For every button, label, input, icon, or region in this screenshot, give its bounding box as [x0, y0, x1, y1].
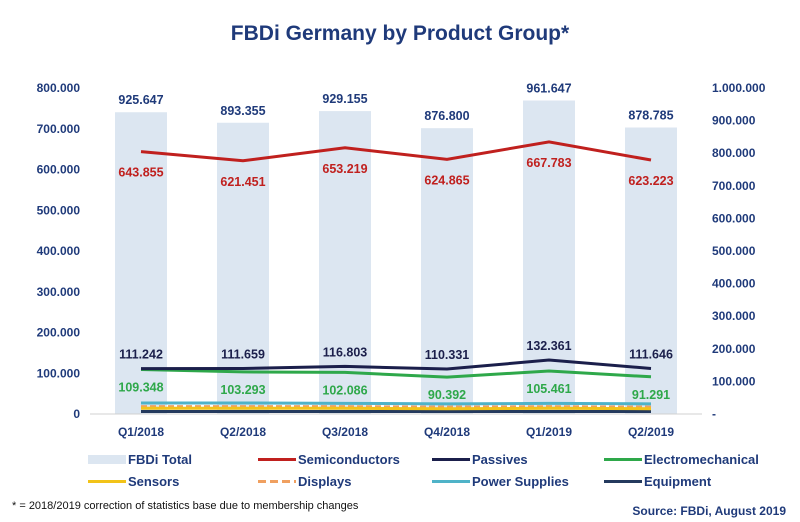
legend-label: Displays	[298, 474, 352, 489]
legend-item: Electromechanical	[604, 452, 759, 467]
bar-fbdi-total	[217, 122, 269, 415]
legend-swatch	[432, 480, 470, 483]
data-label-passives: 111.646	[629, 348, 673, 362]
data-label-fbdi-total: 925.647	[118, 93, 163, 107]
data-label-fbdi-total: 876.800	[424, 109, 469, 123]
legend-swatch	[258, 458, 296, 461]
legend-label: FBDi Total	[128, 452, 193, 467]
data-label-fbdi-total: 878.785	[628, 109, 673, 123]
line-power-supplies	[141, 401, 652, 406]
data-label-electromechanical: 105.461	[526, 382, 571, 396]
legend-swatch	[604, 458, 642, 461]
legend-item: Sensors	[88, 474, 179, 489]
line-semiconductors	[140, 140, 652, 163]
x-axis-tick-label: Q3/2018	[322, 425, 368, 439]
right-axis-tick-label: 700.000	[712, 179, 756, 193]
right-axis-tick-label: 400.000	[712, 277, 756, 291]
right-axis-tick-label: 200.000	[712, 342, 756, 356]
left-axis-tick-label: 600.000	[37, 163, 81, 177]
data-label-semiconductors: 653.219	[322, 162, 367, 176]
legend-item: Semiconductors	[258, 452, 400, 467]
legend-label: Equipment	[644, 474, 712, 489]
data-label-electromechanical: 103.293	[220, 383, 265, 397]
footnote: * = 2018/2019 correction of statistics b…	[12, 500, 359, 512]
legend-item: Power Supplies	[432, 474, 569, 489]
line-electromechanical	[140, 367, 652, 379]
data-label-electromechanical: 91.291	[632, 388, 670, 402]
data-label-semiconductors: 621.451	[220, 175, 265, 189]
bar-fbdi-total	[115, 112, 167, 414]
data-label-electromechanical: 102.086	[322, 383, 367, 397]
left-axis-tick-label: 200.000	[37, 326, 81, 340]
right-axis-tick-label: 500.000	[712, 244, 756, 258]
right-axis-tick-label: 1.000.000	[712, 81, 766, 95]
data-label-electromechanical: 90.392	[428, 388, 466, 402]
legend-item: Equipment	[604, 474, 711, 489]
legend-item: Passives	[432, 452, 528, 467]
right-axis-tick-label: 600.000	[712, 211, 756, 225]
data-label-passives: 111.242	[119, 348, 163, 362]
data-label-semiconductors: 624.865	[424, 173, 469, 187]
data-label-passives: 110.331	[425, 348, 470, 362]
bar-fbdi-total	[523, 100, 575, 414]
left-axis-tick-label: 500.000	[37, 203, 81, 217]
left-axis-tick-label: 800.000	[37, 81, 81, 95]
left-axis-tick-label: 100.000	[37, 366, 81, 380]
source-note: Source: FBDi, August 2019	[632, 504, 786, 518]
legend-swatch	[604, 480, 642, 483]
data-label-passives: 116.803	[323, 345, 368, 359]
data-label-semiconductors: 667.783	[526, 156, 571, 170]
right-axis-tick-label: 300.000	[712, 309, 756, 323]
right-axis-tick-label: 800.000	[712, 146, 756, 160]
line-passives	[140, 358, 652, 371]
right-axis-tick-label: 100.000	[712, 374, 756, 388]
data-label-semiconductors: 623.223	[628, 174, 673, 188]
legend-swatch	[88, 480, 126, 483]
data-label-passives: 111.659	[221, 347, 265, 361]
chart-title: FBDi Germany by Product Group*	[230, 22, 570, 45]
x-axis-tick-label: Q2/2018	[220, 425, 266, 439]
left-axis-tick-label: 400.000	[37, 244, 81, 258]
bar-fbdi-total	[625, 127, 677, 415]
legend-item: Displays	[258, 474, 351, 489]
data-label-fbdi-total: 893.355	[220, 104, 265, 118]
legend-label: Electromechanical	[644, 452, 759, 467]
data-label-passives: 132.361	[526, 339, 571, 353]
x-axis-tick-label: Q4/2018	[424, 425, 470, 439]
data-label-semiconductors: 643.855	[118, 166, 163, 180]
legend-label: Passives	[472, 452, 528, 467]
left-axis-tick-label: 300.000	[37, 285, 81, 299]
x-axis-tick-label: Q1/2019	[526, 425, 572, 439]
legend-label: Sensors	[128, 474, 180, 489]
x-axis-tick-label: Q2/2019	[628, 425, 674, 439]
right-axis-tick-label: 900.000	[712, 114, 756, 128]
data-label-fbdi-total: 929.155	[322, 92, 367, 106]
left-axis-tick-label: 700.000	[37, 122, 81, 136]
data-label-electromechanical: 109.348	[118, 380, 163, 394]
left-axis-tick-label: 0	[73, 407, 80, 421]
bar-fbdi-total	[319, 111, 371, 415]
legend-swatch	[432, 458, 470, 461]
legend-label: Semiconductors	[298, 452, 400, 467]
legend-swatch	[258, 480, 296, 483]
bar-fbdi-total	[421, 128, 473, 414]
legend-item: FBDi Total	[88, 452, 192, 467]
legend-label: Power Supplies	[472, 474, 569, 489]
x-axis-tick-label: Q1/2018	[118, 425, 164, 439]
data-label-fbdi-total: 961.647	[526, 82, 571, 96]
legend-swatch	[88, 455, 126, 464]
right-axis-tick-label: -	[712, 407, 716, 421]
